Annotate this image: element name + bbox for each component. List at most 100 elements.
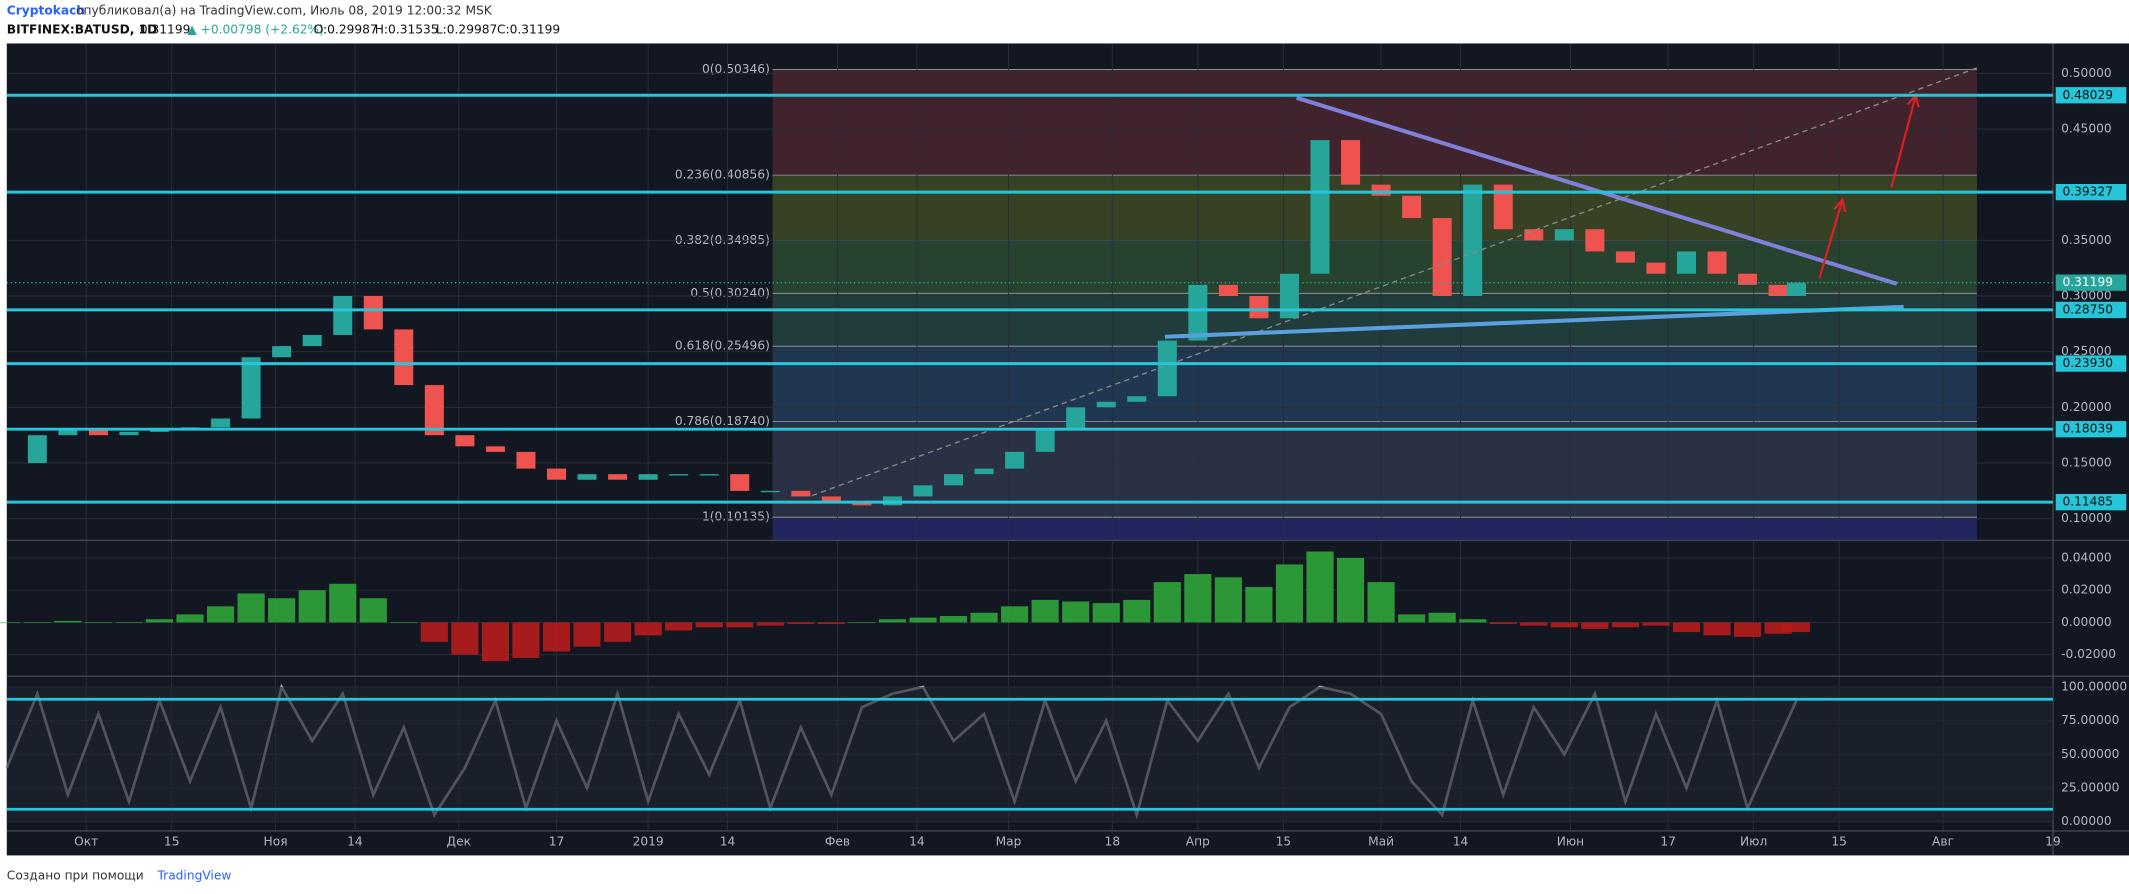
macd-bar bbox=[848, 622, 876, 624]
macd-bar bbox=[451, 622, 479, 655]
candle bbox=[88, 429, 108, 436]
level-tag bbox=[2055, 301, 2127, 319]
y-tick-label: 100.00000 bbox=[2061, 679, 2127, 693]
candle bbox=[1768, 284, 1788, 297]
macd-bar bbox=[1123, 599, 1151, 623]
candle bbox=[485, 446, 505, 452]
candle bbox=[455, 435, 475, 447]
candle bbox=[699, 474, 719, 476]
level-label: 0.39327 bbox=[2062, 185, 2113, 199]
macd-bar bbox=[1398, 614, 1426, 623]
macd-bar bbox=[878, 619, 907, 623]
candle bbox=[669, 474, 689, 476]
candle bbox=[424, 385, 444, 436]
macd-bar bbox=[542, 622, 571, 652]
candle bbox=[1707, 251, 1727, 274]
footer-brand[interactable]: TradingView bbox=[157, 868, 232, 882]
change: ▲ +0.00798 (+2.62%) bbox=[187, 22, 324, 36]
macd-bar bbox=[1703, 622, 1731, 636]
macd-bar bbox=[329, 583, 357, 623]
candle bbox=[852, 502, 872, 506]
candle bbox=[1127, 396, 1147, 402]
candle bbox=[1554, 229, 1574, 241]
macd-bar bbox=[268, 598, 296, 623]
candle bbox=[760, 490, 780, 493]
x-tick-label: 14 bbox=[909, 834, 925, 848]
macd-bar bbox=[237, 593, 265, 623]
y-tick-label: 0.15000 bbox=[2061, 456, 2112, 470]
candle bbox=[1371, 184, 1391, 196]
current-label: 0.31199 bbox=[2062, 275, 2113, 289]
macd-bar bbox=[1001, 606, 1029, 623]
x-tick-label: 18 bbox=[1105, 834, 1121, 848]
macd-bar bbox=[1306, 551, 1334, 623]
y-tick-label: 0.25000 bbox=[2061, 344, 2112, 358]
macd-bar bbox=[176, 614, 204, 623]
level-label: 0.11485 bbox=[2062, 495, 2113, 509]
macd-bar bbox=[1733, 622, 1762, 637]
x-tick-label: 17 bbox=[549, 834, 565, 848]
candle bbox=[363, 296, 383, 330]
candle bbox=[791, 490, 811, 497]
fib-label: 0.618(0.25496) bbox=[675, 339, 770, 353]
candle bbox=[974, 468, 994, 475]
macd-bar bbox=[145, 619, 174, 623]
footer-text: Создано при помощи bbox=[7, 868, 144, 882]
candle bbox=[608, 474, 628, 480]
y-tick-label: 0.35000 bbox=[2061, 233, 2112, 247]
candle bbox=[1188, 284, 1208, 341]
macd-bar bbox=[115, 622, 143, 624]
y-tick-label: -0.02000 bbox=[2061, 647, 2116, 661]
macd-bar bbox=[1031, 599, 1059, 623]
macd-bar bbox=[0, 622, 21, 624]
macd-bar bbox=[1275, 564, 1304, 623]
candle bbox=[241, 357, 261, 419]
published: опубликовал(а) на TradingView.com, Июль … bbox=[76, 3, 493, 17]
y-tick-label: 0.45000 bbox=[2061, 121, 2112, 135]
macd-bar bbox=[970, 612, 998, 623]
macd-bar bbox=[1245, 586, 1273, 623]
candle bbox=[1585, 229, 1605, 252]
x-tick-label: Ноя bbox=[264, 834, 288, 848]
macd-bar bbox=[1092, 603, 1120, 623]
macd-bar bbox=[84, 622, 112, 624]
high: H:0.31535 bbox=[375, 22, 439, 36]
candle bbox=[577, 474, 597, 480]
candle bbox=[1005, 451, 1025, 469]
macd-bar bbox=[512, 622, 540, 658]
y-tick-label: 0.00000 bbox=[2061, 615, 2112, 629]
x-tick-label: 15 bbox=[1276, 834, 1292, 848]
candle bbox=[1157, 340, 1177, 397]
macd-bar bbox=[1428, 612, 1456, 623]
candle bbox=[944, 474, 964, 486]
macd-bar bbox=[206, 606, 235, 623]
macd-bar bbox=[573, 622, 601, 647]
macd-bar bbox=[359, 598, 387, 623]
arrow bbox=[1818, 197, 1847, 279]
macd-bar bbox=[1642, 622, 1670, 626]
macd-bar bbox=[1550, 622, 1578, 628]
candle bbox=[547, 468, 567, 480]
macd-bar bbox=[939, 615, 968, 623]
candle bbox=[730, 474, 750, 491]
macd-bar bbox=[390, 622, 418, 624]
fib-zone bbox=[772, 346, 1977, 422]
level-tag bbox=[2055, 87, 2127, 104]
macd-bar bbox=[1489, 622, 1517, 625]
y-tick-label: 50.00000 bbox=[2061, 747, 2119, 761]
author[interactable]: Cryptokach bbox=[7, 3, 85, 17]
macd-bar bbox=[1459, 619, 1487, 623]
macd-bar bbox=[1581, 622, 1609, 629]
y-tick-label: 0.20000 bbox=[2061, 400, 2112, 414]
candle bbox=[302, 334, 322, 347]
x-tick-label: 2019 bbox=[633, 834, 664, 848]
x-tick-label: Июн bbox=[1557, 834, 1584, 848]
x-tick-label: 17 bbox=[1660, 834, 1676, 848]
x-tick-label: 15 bbox=[164, 834, 180, 848]
macd-bar bbox=[665, 622, 693, 631]
macd-bar bbox=[1367, 582, 1395, 623]
macd-bar bbox=[756, 622, 784, 626]
y-tick-label: 0.50000 bbox=[2061, 66, 2112, 80]
x-tick-label: 14 bbox=[720, 834, 736, 848]
